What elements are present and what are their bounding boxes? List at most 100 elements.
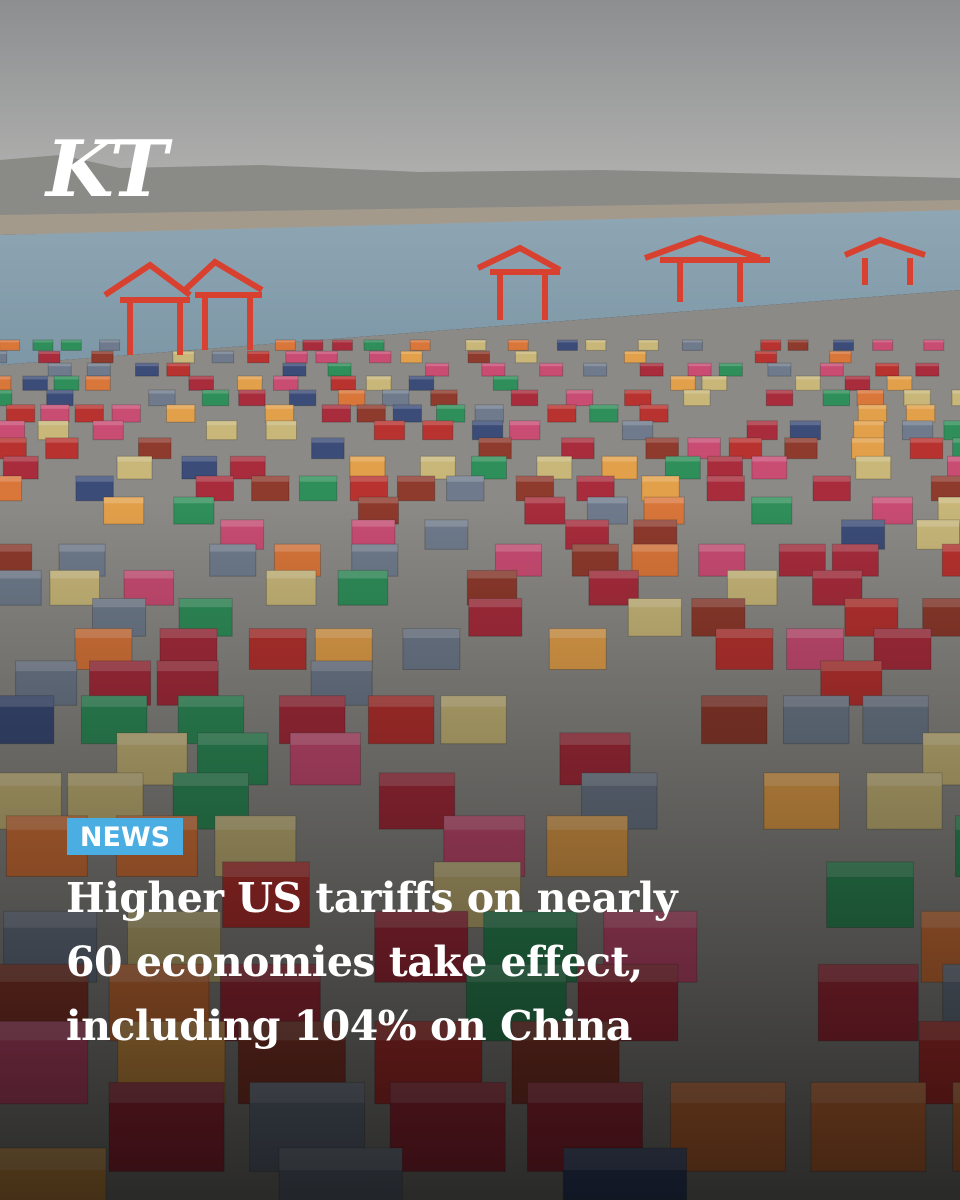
container-top	[265, 404, 294, 409]
container-stack	[621, 420, 654, 441]
container-stack	[288, 389, 317, 407]
container-top	[238, 390, 266, 394]
container-top	[906, 404, 935, 409]
container-stack	[784, 437, 818, 460]
container-top	[536, 456, 572, 462]
container-top	[665, 456, 701, 462]
container-top	[38, 420, 69, 426]
container-stack	[201, 389, 230, 407]
container-top	[311, 437, 345, 443]
container-top	[585, 340, 606, 343]
container-top	[923, 340, 944, 343]
container-top	[230, 456, 266, 462]
container-stack	[265, 420, 298, 441]
container-top	[75, 404, 104, 409]
container-stack	[148, 389, 176, 407]
container-top	[931, 476, 960, 482]
container-top	[436, 404, 465, 409]
container-top	[420, 456, 456, 462]
container-top	[902, 420, 933, 426]
container-stack	[754, 350, 778, 364]
container-top	[0, 340, 20, 343]
container-top	[511, 390, 538, 394]
container-top	[719, 363, 743, 367]
container-top	[670, 376, 696, 380]
container-top	[357, 404, 386, 409]
container-stack	[909, 437, 944, 460]
container-top	[397, 476, 435, 482]
container-stack	[321, 404, 352, 423]
container-stack	[951, 389, 960, 407]
container-top	[32, 340, 53, 343]
container-top	[481, 363, 505, 367]
container-stack	[510, 389, 539, 407]
container-stack	[273, 375, 299, 391]
container-stack	[425, 362, 450, 377]
container-stack	[365, 375, 392, 391]
headline-line: 60 economies take effect,	[66, 938, 643, 986]
container-top	[853, 420, 884, 426]
container-stack	[624, 389, 652, 407]
container-stack	[767, 362, 792, 377]
container-top	[54, 376, 79, 380]
container-top	[328, 363, 351, 367]
container-top	[366, 376, 391, 380]
container-top	[148, 390, 176, 394]
container-top	[887, 376, 912, 380]
container-top	[813, 476, 851, 482]
container-stack	[492, 375, 519, 391]
container-stack	[188, 375, 214, 391]
container-top	[493, 376, 518, 380]
container-top	[472, 420, 503, 426]
headline-line: including 104% on China	[66, 1002, 632, 1050]
container-stack	[60, 339, 82, 351]
container-top	[687, 437, 721, 443]
container-top	[707, 476, 745, 482]
container-top	[430, 390, 458, 394]
container-top	[135, 363, 159, 367]
container-stack	[135, 362, 159, 377]
container-stack	[251, 475, 290, 502]
container-stack	[718, 362, 743, 377]
container-stack	[211, 350, 235, 364]
container-stack	[337, 389, 366, 407]
container-top	[641, 476, 680, 482]
container-stack	[274, 339, 296, 351]
container-top	[410, 340, 431, 343]
container-top	[338, 390, 365, 394]
container-stack	[819, 362, 844, 377]
container-stack	[601, 455, 638, 480]
container-stack	[238, 389, 266, 407]
container-top	[561, 437, 595, 443]
container-top	[509, 420, 540, 426]
container-stack	[701, 375, 728, 391]
container-stack	[872, 339, 894, 351]
container-top	[624, 351, 646, 354]
container-top	[117, 456, 152, 462]
container-top	[589, 404, 618, 409]
container-top	[282, 363, 306, 367]
container-top	[707, 456, 743, 462]
container-top	[872, 340, 893, 343]
container-top	[38, 351, 60, 354]
container-top	[0, 420, 25, 426]
headline: Higher US tariffs on nearly 60 economies …	[66, 874, 679, 1050]
container-stack	[687, 437, 721, 460]
container-stack	[138, 437, 172, 460]
container-top	[251, 476, 289, 482]
container-top	[247, 351, 269, 354]
container-stack	[396, 475, 436, 502]
water	[0, 210, 960, 365]
container-top	[638, 340, 659, 343]
container-stack	[392, 404, 423, 423]
container-stack	[915, 362, 940, 377]
container-top	[823, 390, 850, 394]
container-stack	[116, 455, 153, 480]
container-top	[299, 476, 337, 482]
container-stack	[687, 362, 712, 377]
container-top	[172, 351, 195, 354]
container-stack	[419, 455, 456, 480]
logo: KT	[44, 124, 173, 215]
container-stack	[75, 475, 114, 502]
container-stack	[728, 437, 763, 460]
